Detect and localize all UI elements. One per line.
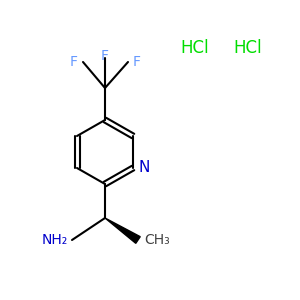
Text: NH₂: NH₂ bbox=[42, 233, 68, 247]
Text: F: F bbox=[133, 55, 141, 69]
Text: F: F bbox=[101, 49, 109, 63]
Text: HCl: HCl bbox=[181, 39, 209, 57]
Text: HCl: HCl bbox=[234, 39, 262, 57]
Text: N: N bbox=[138, 160, 149, 175]
Text: F: F bbox=[70, 55, 78, 69]
Text: CH₃: CH₃ bbox=[144, 233, 170, 247]
Polygon shape bbox=[105, 218, 140, 243]
